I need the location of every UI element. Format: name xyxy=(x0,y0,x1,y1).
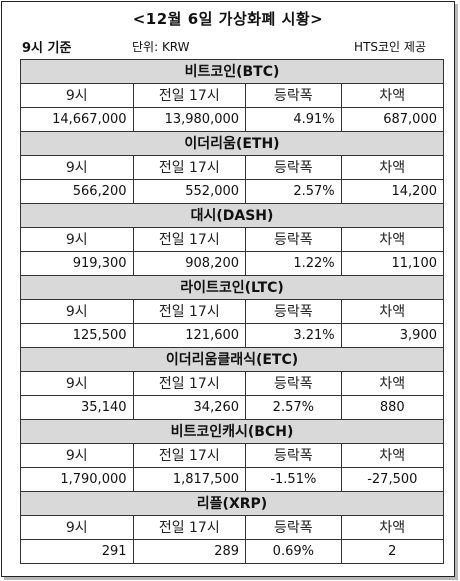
value-rate: 0.69% xyxy=(245,539,342,564)
value-now: 291 xyxy=(20,539,134,564)
coin-row-xrp: 리플(XRP) xyxy=(20,491,444,516)
header-rate: 등락폭 xyxy=(245,443,342,468)
value-row: 35,140 34,260 2.57% 880 xyxy=(20,395,445,420)
value-diff: 880 xyxy=(340,395,445,420)
coin-name: 라이트코인(LTC) xyxy=(20,275,444,300)
value-rate: 2.57% xyxy=(245,179,342,204)
header-diff: 차액 xyxy=(340,371,445,396)
value-diff: 14,200 xyxy=(340,179,445,204)
value-now: 14,667,000 xyxy=(20,107,134,132)
coin-name: 비트코인캐시(BCH) xyxy=(20,419,444,444)
header-row: 9시 전일 17시 등락폭 차액 xyxy=(20,515,445,540)
value-row: 14,667,000 13,980,000 4.91% 687,000 xyxy=(20,107,445,132)
header-diff: 차액 xyxy=(340,299,445,324)
value-now: 919,300 xyxy=(20,251,134,276)
header-diff: 차액 xyxy=(340,155,445,180)
value-row: 1,790,000 1,817,500 -1.51% -27,500 xyxy=(20,467,445,492)
value-now: 35,140 xyxy=(20,395,134,420)
header-row: 9시 전일 17시 등락폭 차액 xyxy=(20,227,445,252)
value-prev: 552,000 xyxy=(132,179,247,204)
header-rate: 등락폭 xyxy=(245,515,342,540)
value-rate: 4.91% xyxy=(245,107,342,132)
header-row: 9시 전일 17시 등락폭 차액 xyxy=(20,443,445,468)
header-now: 9시 xyxy=(20,299,134,324)
header-diff: 차액 xyxy=(340,443,445,468)
coin-row-bch: 비트코인캐시(BCH) xyxy=(20,419,444,444)
value-now: 125,500 xyxy=(20,323,134,348)
header-prev: 전일 17시 xyxy=(132,371,247,396)
header-now: 9시 xyxy=(20,371,134,396)
value-row: 566,200 552,000 2.57% 14,200 xyxy=(20,179,445,204)
coin-row-eth: 이더리움(ETH) xyxy=(20,131,444,156)
base-time: 9시 기준 xyxy=(22,41,72,56)
header-now: 9시 xyxy=(20,83,134,108)
header-now: 9시 xyxy=(20,227,134,252)
value-row: 125,500 121,600 3.21% 3,900 xyxy=(20,323,445,348)
value-prev: 34,260 xyxy=(132,395,247,420)
header-rate: 등락폭 xyxy=(245,83,342,108)
header-diff: 차액 xyxy=(340,515,445,540)
header-row: 9시 전일 17시 등락폭 차액 xyxy=(20,83,445,108)
value-prev: 289 xyxy=(132,539,247,564)
coin-name: 이더리움클래식(ETC) xyxy=(20,347,444,372)
coin-name: 대시(DASH) xyxy=(20,203,444,228)
header-prev: 전일 17시 xyxy=(132,227,247,252)
header-now: 9시 xyxy=(20,155,134,180)
header-prev: 전일 17시 xyxy=(132,515,247,540)
value-prev: 13,980,000 xyxy=(132,107,247,132)
value-diff: 2 xyxy=(340,539,445,564)
coin-name: 리플(XRP) xyxy=(20,491,444,516)
header-diff: 차액 xyxy=(340,227,445,252)
header-prev: 전일 17시 xyxy=(132,299,247,324)
header-rate: 등락폭 xyxy=(245,227,342,252)
value-diff: 11,100 xyxy=(340,251,445,276)
page-title: <12월 6일 가상화폐 시황> xyxy=(132,10,324,28)
value-rate: 1.22% xyxy=(245,251,342,276)
coin-name: 비트코인(BTC) xyxy=(20,59,444,84)
header-rate: 등락폭 xyxy=(245,299,342,324)
header-rate: 등락폭 xyxy=(245,155,342,180)
header-prev: 전일 17시 xyxy=(132,443,247,468)
value-prev: 121,600 xyxy=(132,323,247,348)
header-now: 9시 xyxy=(20,515,134,540)
coin-row-btc: 비트코인(BTC) xyxy=(20,59,444,84)
coin-row-dash: 대시(DASH) xyxy=(20,203,444,228)
document-frame: <12월 6일 가상화폐 시황> 9시 기준 단위: KRW HTS코인 제공 … xyxy=(1,1,455,577)
header-prev: 전일 17시 xyxy=(132,155,247,180)
value-now: 1,790,000 xyxy=(20,467,134,492)
value-prev: 1,817,500 xyxy=(132,467,247,492)
header-row: 9시 전일 17시 등락폭 차액 xyxy=(20,155,445,180)
value-diff: 3,900 xyxy=(340,323,445,348)
data-source: HTS코인 제공 xyxy=(354,40,426,54)
value-prev: 908,200 xyxy=(132,251,247,276)
coin-row-ltc: 라이트코인(LTC) xyxy=(20,275,444,300)
header-now: 9시 xyxy=(20,443,134,468)
value-row: 291 289 0.69% 2 xyxy=(20,539,445,564)
currency-unit: 단위: KRW xyxy=(132,40,190,54)
header-diff: 차액 xyxy=(340,83,445,108)
coin-name: 이더리움(ETH) xyxy=(20,131,444,156)
value-rate: 2.57% xyxy=(245,395,342,420)
value-rate: 3.21% xyxy=(245,323,342,348)
value-now: 566,200 xyxy=(20,179,134,204)
value-rate: -1.51% xyxy=(245,467,342,492)
value-row: 919,300 908,200 1.22% 11,100 xyxy=(20,251,445,276)
price-table: 비트코인(BTC) 9시 전일 17시 등락폭 차액 14,667,000 13… xyxy=(20,59,445,564)
header-row: 9시 전일 17시 등락폭 차액 xyxy=(20,299,445,324)
header-rate: 등락폭 xyxy=(245,371,342,396)
value-diff: -27,500 xyxy=(340,467,445,492)
header-prev: 전일 17시 xyxy=(132,83,247,108)
value-diff: 687,000 xyxy=(340,107,445,132)
header-row: 9시 전일 17시 등락폭 차액 xyxy=(20,371,445,396)
coin-row-etc: 이더리움클래식(ETC) xyxy=(20,347,444,372)
